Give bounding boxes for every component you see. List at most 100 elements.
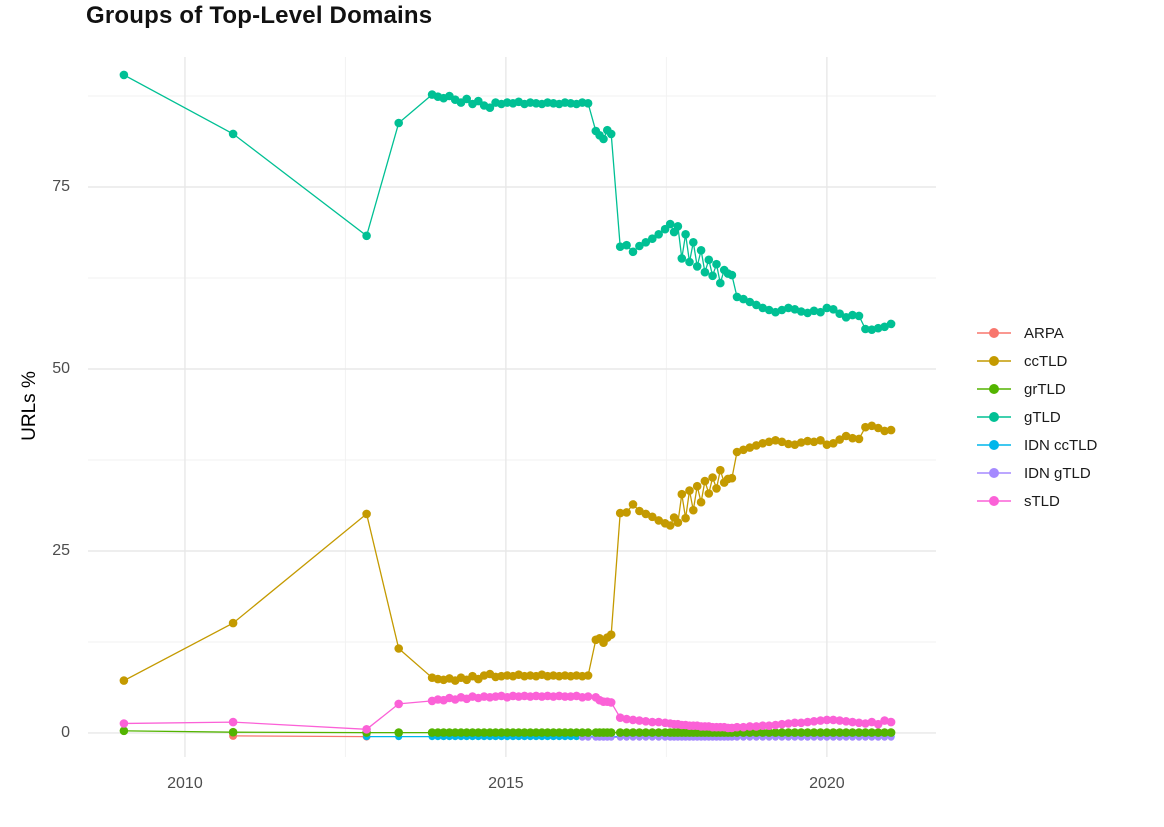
- data-point-gtld: [685, 257, 694, 267]
- data-point-gtld: [796, 307, 806, 316]
- data-point-cctld: [873, 423, 883, 433]
- data-point-gtld: [689, 238, 698, 247]
- data-point-gtld: [394, 118, 404, 128]
- data-point-grtld: [777, 728, 787, 737]
- data-point-cctld: [689, 505, 698, 515]
- data-point-stld: [648, 717, 657, 727]
- data-point-stld: [816, 716, 825, 725]
- data-point-grtld: [764, 728, 774, 737]
- data-point-stld: [848, 717, 857, 727]
- data-point-gtld: [641, 238, 651, 247]
- legend-label: IDN gTLD: [1024, 464, 1091, 482]
- data-point-cctld: [745, 443, 755, 452]
- series-line-arpa: [233, 735, 367, 738]
- data-point-cctld: [777, 437, 787, 447]
- data-point-grtld: [745, 728, 755, 737]
- data-point-stld: [886, 717, 896, 727]
- data-point-gtld: [861, 324, 870, 334]
- legend-key-icon: [977, 356, 1011, 366]
- data-point-gtld: [708, 271, 717, 281]
- data-point-gtld: [119, 70, 129, 80]
- data-point-grtld: [628, 728, 638, 737]
- data-point-cctld: [848, 433, 857, 443]
- y-tick-label: 50: [52, 360, 70, 377]
- data-point-cctld: [677, 489, 687, 499]
- data-point-cctld: [648, 512, 657, 522]
- data-point-gtld: [665, 219, 675, 229]
- data-point-cctld: [606, 630, 616, 639]
- legend-item: sTLD: [976, 487, 1097, 515]
- data-point-gtld: [628, 247, 638, 257]
- data-point-cctld: [394, 644, 404, 653]
- data-point-grtld: [873, 728, 883, 737]
- data-point-gtld: [648, 234, 657, 243]
- data-point-gtld: [880, 322, 889, 332]
- data-point-stld: [752, 722, 761, 731]
- data-point-grtld: [228, 727, 238, 737]
- data-point-cctld: [119, 676, 129, 685]
- data-point-cctld: [822, 440, 832, 450]
- legend-item: ccTLD: [976, 347, 1097, 375]
- data-point-stld: [635, 716, 644, 725]
- data-point-stld: [822, 715, 832, 725]
- data-point-gtld: [835, 309, 844, 319]
- data-point-stld: [732, 722, 742, 732]
- data-point-cctld: [635, 506, 644, 516]
- data-point-stld: [873, 719, 883, 729]
- data-point-cctld: [803, 436, 812, 446]
- data-point-gtld: [727, 270, 737, 280]
- data-point-gtld: [700, 267, 710, 277]
- legend-item: grTLD: [976, 375, 1097, 403]
- data-point-cctld: [228, 618, 238, 628]
- data-point-gtld: [739, 294, 748, 304]
- data-point-grtld: [622, 728, 631, 737]
- data-point-cctld: [796, 438, 806, 447]
- legend-item: IDN ccTLD: [976, 431, 1097, 459]
- data-point-cctld: [673, 518, 683, 527]
- data-point-cctld: [692, 481, 702, 491]
- data-point-stld: [228, 717, 238, 727]
- data-point-cctld: [809, 437, 819, 447]
- data-point-grtld: [752, 728, 761, 737]
- data-point-grtld: [816, 728, 825, 737]
- data-point-grtld: [784, 728, 793, 737]
- data-point-grtld: [880, 728, 889, 737]
- data-point-stld: [119, 719, 129, 728]
- legend: ARPA ccTLD grTLD gTLD IDN ccTLD IDN gTLD sTLD: [976, 319, 1097, 515]
- data-point-stld: [622, 714, 631, 724]
- data-point-cctld: [835, 435, 844, 444]
- data-point-stld: [835, 716, 844, 725]
- data-point-cctld: [886, 425, 896, 435]
- data-point-cctld: [708, 473, 717, 482]
- legend-item: gTLD: [976, 403, 1097, 431]
- data-point-gtld: [606, 129, 616, 139]
- legend-label: ccTLD: [1024, 352, 1068, 370]
- x-tick-label: 2010: [167, 775, 203, 792]
- data-point-gtld: [716, 278, 725, 288]
- data-point-gtld: [822, 303, 832, 313]
- data-point-grtld: [809, 728, 819, 737]
- data-point-stld: [654, 717, 663, 727]
- data-point-grtld: [803, 728, 812, 737]
- data-point-stld: [880, 716, 889, 725]
- legend-key-icon: [977, 384, 1011, 394]
- data-point-grtld: [854, 728, 864, 737]
- data-point-stld: [641, 717, 651, 726]
- legend-key-icon: [977, 468, 1011, 478]
- data-point-gtld: [752, 300, 761, 310]
- data-point-stld: [606, 698, 616, 707]
- x-tick-label: 2020: [809, 775, 845, 792]
- data-point-stld: [784, 719, 793, 728]
- legend-item: ARPA: [976, 319, 1097, 347]
- legend-key-icon: [977, 328, 1011, 338]
- data-point-stld: [394, 699, 404, 709]
- data-point-cctld: [816, 436, 825, 445]
- data-point-grtld: [829, 728, 838, 737]
- legend-key-icon: [977, 412, 1011, 422]
- data-point-grtld: [886, 728, 896, 737]
- legend-label: sTLD: [1024, 492, 1060, 510]
- data-point-cctld: [727, 473, 737, 483]
- data-point-stld: [771, 720, 780, 730]
- data-point-grtld: [867, 728, 877, 737]
